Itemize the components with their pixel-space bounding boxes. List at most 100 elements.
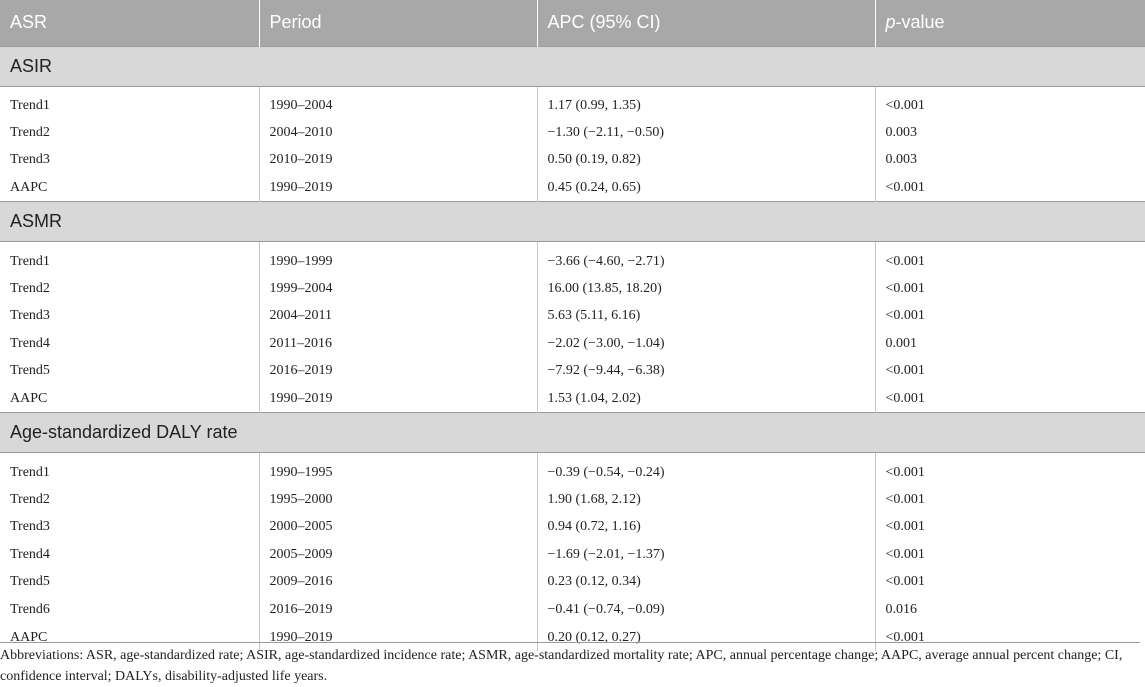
cell-apc: 1.90 (1.68, 2.12): [536, 485, 875, 514]
cell-apc: 1.53 (1.04, 2.02): [536, 385, 875, 413]
cell-p-value: <0.001: [874, 241, 1145, 275]
section-row: Age-standardized DALY rate: [0, 412, 1145, 454]
section-row: ASMR: [0, 201, 1145, 243]
cell-asr: Trend5: [10, 363, 50, 379]
cell-period: 2010–2019: [258, 146, 537, 175]
cell-apc: 0.50 (0.19, 0.82): [536, 146, 875, 175]
cell-asr: Trend3: [10, 308, 50, 324]
cell-apc: 0.20 (0.12, 0.27): [536, 623, 875, 652]
cell-apc: −1.69 (−2.01, −1.37): [536, 540, 875, 569]
cell-asr: AAPC: [10, 390, 48, 406]
cell-asr: AAPC: [10, 179, 48, 195]
cell-p-value: <0.001: [874, 174, 1145, 202]
section-title: Age-standardized DALY rate: [0, 412, 1145, 454]
cell-apc: 0.45 (0.24, 0.65): [536, 174, 875, 202]
cell-p-value: <0.001: [874, 568, 1145, 597]
cell-p-value: 0.016: [874, 596, 1145, 624]
header-p-italic: p: [885, 12, 896, 33]
cell-p-value: 0.001: [874, 329, 1145, 358]
cell-period: 2011–2016: [258, 329, 537, 358]
cell-period: 2009–2016: [258, 568, 537, 597]
cell-apc: 0.23 (0.12, 0.34): [536, 568, 875, 597]
cell-asr: Trend6: [10, 601, 50, 617]
table-row: Trend1 1990–2004 1.17 (0.99, 1.35) <0.001: [0, 86, 1145, 119]
cell-apc: −2.02 (−3.00, −1.04): [536, 329, 875, 358]
header-row: ASR Period APC (95% CI) p-value: [0, 0, 1145, 46]
cell-asr: Trend1: [10, 253, 50, 269]
table-row: Trend3 2004–2011 5.63 (5.11, 6.16) <0.001: [0, 302, 1145, 330]
cell-period: 1990–2004: [258, 86, 537, 119]
cell-apc: −0.41 (−0.74, −0.09): [536, 596, 875, 624]
cell-apc: −7.92 (−9.44, −6.38): [536, 357, 875, 386]
cell-apc: 16.00 (13.85, 18.20): [536, 274, 875, 303]
cell-asr: Trend1: [10, 97, 50, 113]
cell-asr: Trend3: [10, 519, 50, 535]
cell-asr: Trend4: [10, 335, 50, 351]
table-row: Trend3 2010–2019 0.50 (0.19, 0.82) 0.003: [0, 146, 1145, 175]
table-row: Trend4 2005–2009 −1.69 (−2.01, −1.37) <0.00…: [0, 540, 1145, 569]
table-row: Trend5 2016–2019 −7.92 (−9.44, −6.38) <0.00…: [0, 357, 1145, 386]
cell-period: 2016–2019: [258, 596, 537, 624]
cell-period: 1995–2000: [258, 485, 537, 514]
cell-apc: 5.63 (5.11, 6.16): [536, 302, 875, 330]
cell-p-value: <0.001: [874, 86, 1145, 119]
table-row: AAPC 1990–2019 0.45 (0.24, 0.65) <0.001: [0, 174, 1145, 202]
apc-table: ASR Period APC (95% CI) p-value ASIR Tren…: [0, 0, 1145, 652]
cell-asr: Trend1: [10, 464, 50, 480]
cell-p-value: <0.001: [874, 357, 1145, 386]
table-row: Trend3 2000–2005 0.94 (0.72, 1.16) <0.001: [0, 513, 1145, 541]
cell-period: 1990–1999: [258, 241, 537, 275]
cell-p-value: <0.001: [874, 302, 1145, 330]
section-row: ASIR: [0, 45, 1145, 87]
cell-p-value: <0.001: [874, 385, 1145, 413]
section-title: ASIR: [0, 45, 1145, 87]
table-row: Trend2 1995–2000 1.90 (1.68, 2.12) <0.001: [0, 485, 1145, 514]
table-row: AAPC 1990–2019 0.20 (0.12, 0.27) <0.001: [0, 623, 1145, 652]
cell-p-value: <0.001: [874, 623, 1145, 652]
cell-apc: 1.17 (0.99, 1.35): [536, 86, 875, 119]
cell-period: 2004–2010: [258, 119, 537, 147]
cell-asr: Trend2: [10, 124, 50, 140]
table-body: ASIR Trend1 1990–2004 1.17 (0.99, 1.35) <0.0…: [0, 45, 1145, 652]
cell-apc: −0.39 (−0.54, −0.24): [536, 452, 875, 486]
table-row: Trend6 2016–2019 −0.41 (−0.74, −0.09) 0.016: [0, 596, 1145, 624]
table-header: ASR Period APC (95% CI) p-value: [0, 0, 1145, 46]
cell-asr: Trend5: [10, 574, 50, 590]
cell-period: 2004–2011: [258, 302, 537, 330]
header-p-rest: -value: [895, 12, 945, 33]
section-title: ASMR: [0, 201, 1145, 243]
cell-asr: Trend3: [10, 152, 50, 168]
header-asr: ASR: [0, 0, 259, 46]
cell-period: 2016–2019: [258, 357, 537, 386]
cell-asr: AAPC: [10, 629, 48, 645]
cell-apc: 0.94 (0.72, 1.16): [536, 513, 875, 541]
table-row: Trend5 2009–2016 0.23 (0.12, 0.34) <0.001: [0, 568, 1145, 597]
cell-asr: Trend2: [10, 491, 50, 507]
cell-asr: Trend4: [10, 546, 50, 562]
header-p-value: p-value: [874, 0, 1145, 46]
cell-period: 1990–2019: [258, 174, 537, 202]
cell-period: 1990–2019: [258, 385, 537, 413]
table-row: Trend2 2004–2010 −1.30 (−2.11, −0.50) 0.003: [0, 119, 1145, 147]
cell-apc: −1.30 (−2.11, −0.50): [536, 119, 875, 147]
table-row: AAPC 1990–2019 1.53 (1.04, 2.02) <0.001: [0, 385, 1145, 413]
cell-p-value: <0.001: [874, 452, 1145, 486]
cell-period: 1990–2019: [258, 623, 537, 652]
cell-apc: −3.66 (−4.60, −2.71): [536, 241, 875, 275]
cell-asr: Trend2: [10, 280, 50, 296]
header-apc: APC (95% CI): [536, 0, 875, 46]
cell-period: 1999–2004: [258, 274, 537, 303]
cell-p-value: <0.001: [874, 513, 1145, 541]
header-period: Period: [258, 0, 537, 46]
cell-p-value: <0.001: [874, 540, 1145, 569]
table-row: Trend2 1999–2004 16.00 (13.85, 18.20) <0.00…: [0, 274, 1145, 303]
cell-p-value: 0.003: [874, 146, 1145, 175]
table-footnote: Abbreviations: ASR, age-standardized rat…: [0, 642, 1140, 687]
cell-period: 1990–1995: [258, 452, 537, 486]
cell-p-value: <0.001: [874, 274, 1145, 303]
cell-period: 2005–2009: [258, 540, 537, 569]
table-row: Trend1 1990–1999 −3.66 (−4.60, −2.71) <0.00…: [0, 241, 1145, 275]
cell-period: 2000–2005: [258, 513, 537, 541]
cell-p-value: <0.001: [874, 485, 1145, 514]
cell-p-value: 0.003: [874, 119, 1145, 147]
